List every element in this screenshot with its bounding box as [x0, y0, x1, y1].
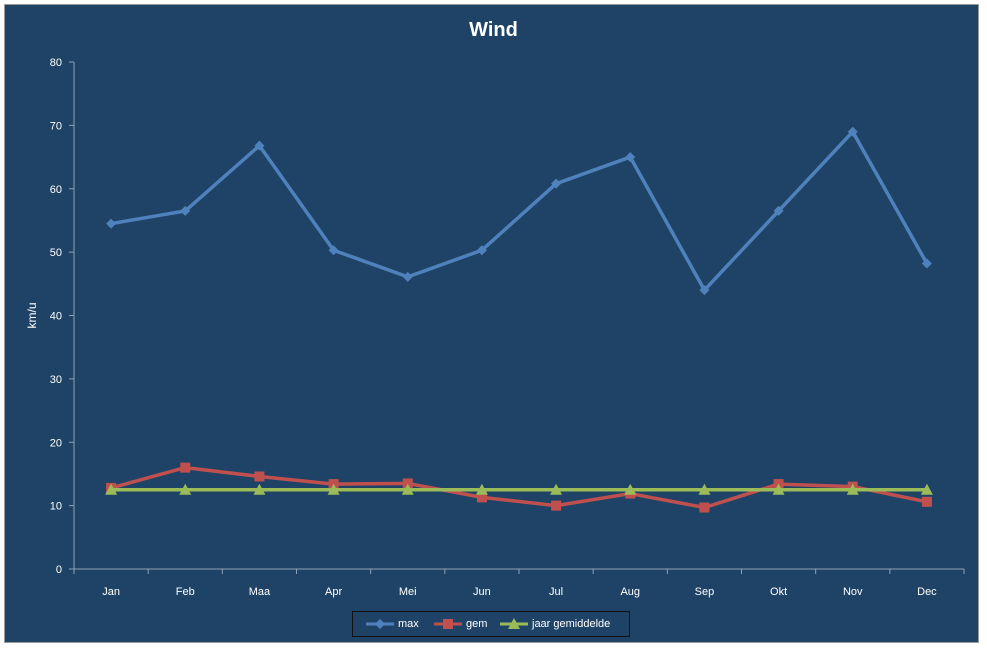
series-line-gem: [110, 465, 928, 510]
data-point-max: [328, 245, 339, 256]
x-tick-label: Apr: [325, 586, 342, 598]
legend-label-max: max: [398, 618, 419, 630]
data-point-jaar-gemiddelde: [179, 483, 192, 495]
y-axis-title: km/u: [25, 302, 39, 328]
data-point-jaar-gemiddelde: [327, 483, 340, 495]
data-point-gem: [921, 496, 932, 507]
y-tick-label: 70: [50, 120, 62, 132]
data-point-max: [180, 205, 191, 216]
data-point-gem: [699, 502, 710, 513]
data-point-jaar-gemiddelde: [772, 483, 785, 495]
chart-title: Wind: [469, 19, 518, 41]
data-point-max: [551, 178, 562, 189]
x-tick-label: Nov: [843, 586, 863, 598]
x-tick-label: Dec: [917, 586, 937, 598]
y-tick-label: 80: [50, 57, 62, 69]
x-tick-label: Jun: [473, 586, 491, 598]
data-point-gem: [476, 492, 487, 503]
data-point-gem: [402, 478, 413, 489]
x-tick-label: Jan: [102, 586, 120, 598]
data-point-max: [847, 126, 858, 137]
x-tick-label: Jul: [549, 586, 563, 598]
x-tick-label: Feb: [176, 586, 195, 598]
chart-area: [4, 4, 979, 643]
series-line-max: [110, 129, 929, 292]
data-point-max: [773, 205, 784, 216]
legend-label-jaar-gemiddelde: jaar gemiddelde: [532, 618, 611, 630]
x-tick-label: Sep: [695, 586, 715, 598]
data-point-jaar-gemiddelde: [475, 483, 488, 495]
data-point-max: [402, 271, 413, 282]
y-tick-label: 40: [50, 311, 62, 323]
data-point-max: [254, 140, 265, 151]
y-tick-label: 0: [56, 564, 62, 576]
data-point-gem: [254, 471, 265, 482]
legend-label-gem: gem: [466, 618, 488, 630]
data-point-max: [921, 258, 932, 269]
x-tick-label: Mei: [399, 586, 417, 598]
legend-swatch-gem: [434, 619, 462, 629]
y-tick-label: 30: [50, 374, 62, 386]
legend-item-max: max: [365, 612, 419, 636]
x-tick-label: Maa: [249, 586, 271, 598]
legend-swatch-jaar-gemiddelde: [500, 618, 528, 629]
legend-item-jaar-gemiddelde: jaar gemiddelde: [499, 612, 610, 636]
data-point-jaar-gemiddelde: [105, 483, 118, 495]
data-point-max: [106, 218, 117, 229]
data-point-jaar-gemiddelde: [846, 483, 859, 495]
data-point-gem: [551, 500, 562, 511]
data-point-gem: [180, 462, 191, 473]
y-tick-label: 60: [50, 184, 62, 196]
data-point-max: [699, 285, 710, 296]
legend: max gem jaar gemiddelde: [352, 611, 630, 637]
x-tick-label: Aug: [620, 586, 640, 598]
x-tick-label: Okt: [770, 586, 787, 598]
y-tick-label: 20: [50, 437, 62, 449]
data-point-jaar-gemiddelde: [698, 483, 711, 495]
y-tick-label: 50: [50, 247, 62, 259]
legend-swatch-max: [366, 619, 394, 629]
data-point-max: [476, 245, 487, 256]
data-point-max: [625, 152, 636, 163]
data-point-jaar-gemiddelde: [401, 483, 414, 495]
data-point-jaar-gemiddelde: [624, 483, 637, 495]
y-tick-label: 10: [50, 501, 62, 513]
data-point-jaar-gemiddelde: [253, 483, 266, 495]
data-point-jaar-gemiddelde: [550, 483, 563, 495]
data-point-jaar-gemiddelde: [920, 483, 933, 495]
legend-item-gem: gem: [433, 612, 487, 636]
